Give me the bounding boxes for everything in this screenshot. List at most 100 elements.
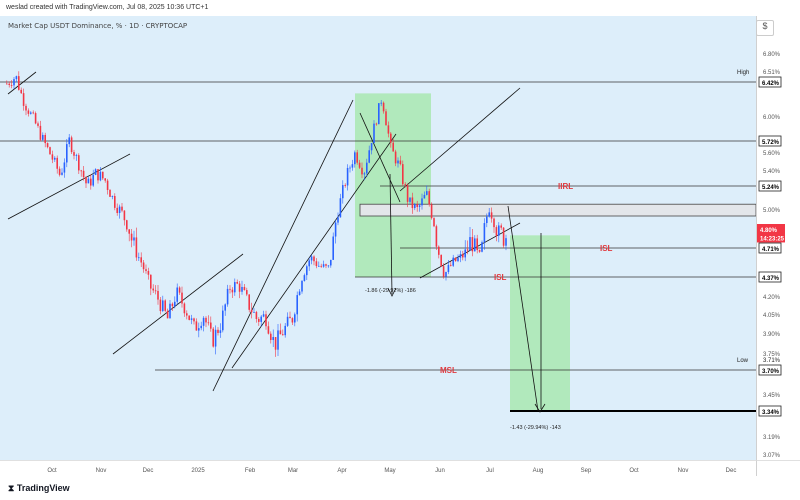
candle xyxy=(361,162,363,179)
candle xyxy=(490,207,493,223)
candle xyxy=(25,103,27,116)
arrow-head xyxy=(534,403,546,413)
candle xyxy=(354,150,356,168)
candle xyxy=(327,265,330,268)
candle-body xyxy=(205,317,207,323)
candle-body xyxy=(406,185,409,202)
candle-body xyxy=(337,217,339,223)
candle xyxy=(34,111,37,125)
candle-body xyxy=(253,311,255,313)
candle xyxy=(250,302,253,319)
candle-body xyxy=(344,185,346,186)
candle-body xyxy=(430,204,433,219)
settings-icon[interactable]: $ xyxy=(756,20,774,36)
candle xyxy=(291,317,294,325)
candle xyxy=(318,261,320,267)
time-axis[interactable]: Oct Nov Dec 2025 Feb Mar Apr May Jun Jul Aug Sep Oct… xyxy=(0,460,756,477)
chart-plot-area[interactable]: IIRL ISL ISL MSL -1.86 (-29.92%) -186 -1.43 (… xyxy=(0,16,756,460)
candle xyxy=(267,321,270,335)
candle-body xyxy=(442,266,445,277)
candle-body xyxy=(423,194,426,199)
candle-body xyxy=(138,257,140,259)
y-tick-label: 3.19% xyxy=(763,435,781,441)
y-tick-label: 6.51% xyxy=(763,70,781,76)
price-axis[interactable]: 6.80% 6.51% 6.00% 5.60% 5.40% 5.00% 4.20% 4.05%… xyxy=(737,16,800,460)
candle-body xyxy=(294,314,296,323)
candle xyxy=(116,203,118,216)
candle xyxy=(126,219,128,232)
candle xyxy=(363,171,366,181)
level-label: ISL xyxy=(494,273,507,282)
candle-body xyxy=(476,238,478,250)
candle-body xyxy=(186,313,188,316)
candle-body xyxy=(56,157,58,169)
candle-body xyxy=(457,257,459,262)
candlestick-chart[interactable]: IIRL ISL ISL MSL -1.86 (-29.92%) -186 -1.43 (… xyxy=(0,16,756,460)
candle xyxy=(483,218,486,250)
candle-body xyxy=(241,286,243,292)
candle-body xyxy=(68,137,70,145)
candle xyxy=(260,314,262,327)
candle xyxy=(193,317,195,325)
candle-body xyxy=(75,155,78,157)
candle xyxy=(68,133,70,148)
candle-body xyxy=(330,259,332,266)
candle-body xyxy=(402,164,404,185)
candle xyxy=(462,250,464,261)
price-label-red xyxy=(757,232,785,243)
candle xyxy=(306,264,308,281)
candle-body xyxy=(15,76,18,80)
candle-body xyxy=(397,160,399,164)
candle-body xyxy=(85,177,87,184)
candle xyxy=(450,261,452,267)
candle-body xyxy=(363,173,366,175)
candle xyxy=(272,329,274,348)
candle-body xyxy=(310,256,313,261)
candle-body xyxy=(243,286,246,291)
candle xyxy=(106,178,109,195)
candle-body xyxy=(106,180,109,190)
candle xyxy=(183,302,186,317)
candle-body xyxy=(90,178,92,186)
candle-body xyxy=(226,288,229,305)
candle-body xyxy=(334,222,337,237)
price-label-plain: Low xyxy=(737,358,749,364)
candle-body xyxy=(483,223,486,243)
candle-body xyxy=(82,170,85,178)
candle xyxy=(152,284,154,294)
candle xyxy=(286,312,289,327)
level-label: MSL xyxy=(440,366,457,375)
candle xyxy=(378,103,380,125)
candle xyxy=(310,254,313,265)
candle xyxy=(459,250,462,263)
y-tick-label: 4.20% xyxy=(763,295,781,301)
candle xyxy=(159,296,162,315)
candle-body xyxy=(505,238,507,246)
measure-zone-2 xyxy=(510,235,570,411)
candle-body xyxy=(135,237,138,258)
candle xyxy=(502,226,505,248)
x-tick-label: Oct xyxy=(47,468,57,474)
candle xyxy=(205,316,207,328)
candle xyxy=(406,183,409,208)
candle-body xyxy=(133,237,135,241)
candle-body xyxy=(202,317,205,326)
candle xyxy=(493,217,495,233)
candle xyxy=(433,217,435,228)
candle xyxy=(118,204,121,219)
y-tick-label: 5.00% xyxy=(763,208,781,214)
candle-body xyxy=(87,178,90,184)
candle-body xyxy=(248,294,250,310)
trend-line xyxy=(112,253,244,355)
y-tick-label: 3.90% xyxy=(763,332,781,338)
candle-body xyxy=(267,326,270,334)
candle-body xyxy=(382,102,385,112)
candle-body xyxy=(111,196,114,197)
candle-body xyxy=(274,337,277,350)
candle xyxy=(8,81,10,88)
candle xyxy=(337,212,339,226)
candle xyxy=(464,240,466,262)
candle xyxy=(445,271,447,281)
candle-body xyxy=(260,316,262,322)
axis-corner xyxy=(756,460,800,477)
